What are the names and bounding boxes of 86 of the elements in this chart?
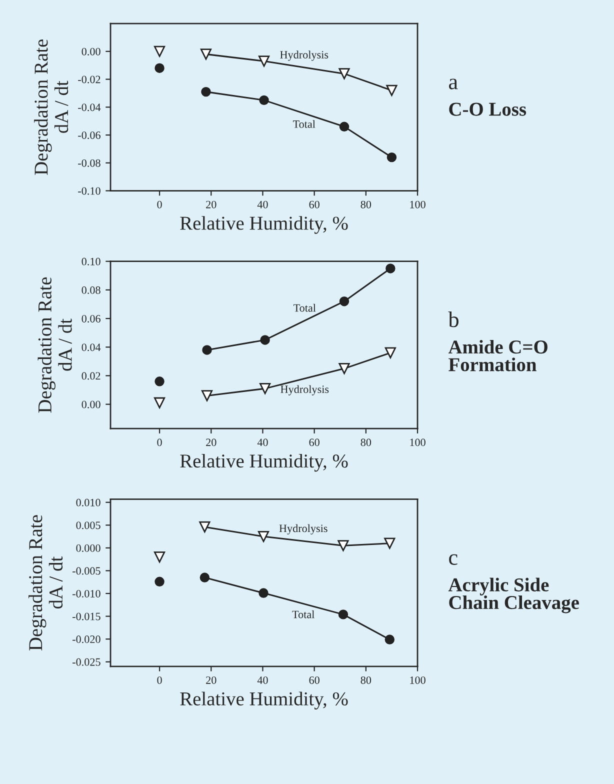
point <box>154 397 166 408</box>
series-label: Total <box>294 304 316 312</box>
point <box>338 68 350 80</box>
y-tick-label: 0.08 <box>82 286 100 294</box>
x-tick-label: 80 <box>360 200 372 208</box>
y-tick-label: -0.025 <box>72 658 100 666</box>
point <box>259 95 269 106</box>
text: b <box>448 312 458 328</box>
y-tick-label: -0.020 <box>72 636 100 644</box>
y-tick-label: 0.010 <box>76 498 100 506</box>
x-tick-label: 60 <box>309 438 320 446</box>
point <box>201 86 211 97</box>
y-tick-label: -0.10 <box>78 187 100 195</box>
x-axis-title: Relative Humidity, % <box>180 692 348 710</box>
y-axis-title: Degradation Rate dA / dt <box>38 277 72 413</box>
y-tick-label: -0.06 <box>78 131 100 140</box>
point <box>338 610 348 620</box>
point <box>386 264 396 274</box>
point <box>339 122 350 132</box>
y-tick-label: 0.00 <box>82 48 100 56</box>
x-tick-label: 0 <box>157 676 162 684</box>
point <box>386 84 398 96</box>
point <box>199 521 210 532</box>
point <box>260 335 270 345</box>
point <box>258 588 268 598</box>
y-tick-label: 0.10 <box>82 258 100 266</box>
point <box>339 296 350 306</box>
point <box>384 347 396 358</box>
text: a <box>449 78 458 90</box>
x-tick-label: 60 <box>309 676 320 684</box>
y-tick-label: 0.02 <box>82 372 100 380</box>
y-tick-label: -0.08 <box>78 159 100 167</box>
y-tick-label: -0.04 <box>78 104 101 112</box>
point <box>201 390 213 402</box>
x-tick-label: 0 <box>157 200 162 208</box>
series-label: Hydrolysis <box>280 385 329 396</box>
x-tick-label: 20 <box>206 200 216 208</box>
y-axis-title: Degradation Rate dA / dt <box>28 515 63 651</box>
point <box>384 634 395 644</box>
x-axis-title: Relative Humidity, % <box>180 216 348 234</box>
text: Acrylic Side Chain Cleavage <box>448 578 579 614</box>
x-tick-label: 40 <box>257 676 268 684</box>
y-axis-title: Degradation Rate dA / dt <box>34 40 68 175</box>
text: c <box>449 554 458 565</box>
point <box>200 572 210 582</box>
series-label: Hydrolysis <box>279 524 328 534</box>
text: Amide C=O Formation <box>448 340 548 372</box>
y-tick-label: -0.02 <box>78 76 100 84</box>
point <box>386 152 397 162</box>
point <box>154 63 164 73</box>
point <box>384 538 396 549</box>
point <box>154 376 164 386</box>
y-tick-label: 0.005 <box>76 522 100 530</box>
y-tick-label: -0.015 <box>72 612 100 620</box>
series-label: Hydrolysis <box>280 50 328 61</box>
series-label: Total <box>293 120 316 128</box>
y-tick-label: 0.00 <box>82 400 100 408</box>
point <box>338 540 349 552</box>
x-tick-label: 40 <box>257 438 268 446</box>
x-tick-label: 20 <box>206 438 216 446</box>
x-tick-label: 80 <box>360 676 372 684</box>
x-tick-label: 100 <box>410 200 426 208</box>
point <box>259 383 271 394</box>
text: C-O Loss <box>449 102 526 116</box>
point <box>338 362 350 374</box>
y-tick-label: -0.005 <box>72 567 100 575</box>
point <box>200 48 212 60</box>
point <box>258 530 270 542</box>
x-tick-label: 0 <box>157 438 162 446</box>
x-tick-label: 80 <box>360 438 372 446</box>
x-axis-title: Relative Humidity, % <box>180 454 348 472</box>
y-tick-label: 0.06 <box>82 314 100 323</box>
x-tick-label: 100 <box>410 438 426 446</box>
y-tick-label: 0.000 <box>76 544 100 552</box>
point <box>154 576 164 586</box>
point <box>258 56 270 67</box>
x-tick-label: 20 <box>206 676 216 684</box>
x-tick-label: 60 <box>309 200 320 208</box>
y-tick-label: -0.010 <box>72 590 100 598</box>
point <box>202 345 212 355</box>
x-tick-label: 100 <box>410 676 426 684</box>
x-tick-label: 40 <box>257 200 268 208</box>
series-label: Total <box>292 610 314 618</box>
y-tick-label: 0.04 <box>82 344 101 352</box>
point <box>154 551 166 563</box>
point <box>154 46 166 57</box>
